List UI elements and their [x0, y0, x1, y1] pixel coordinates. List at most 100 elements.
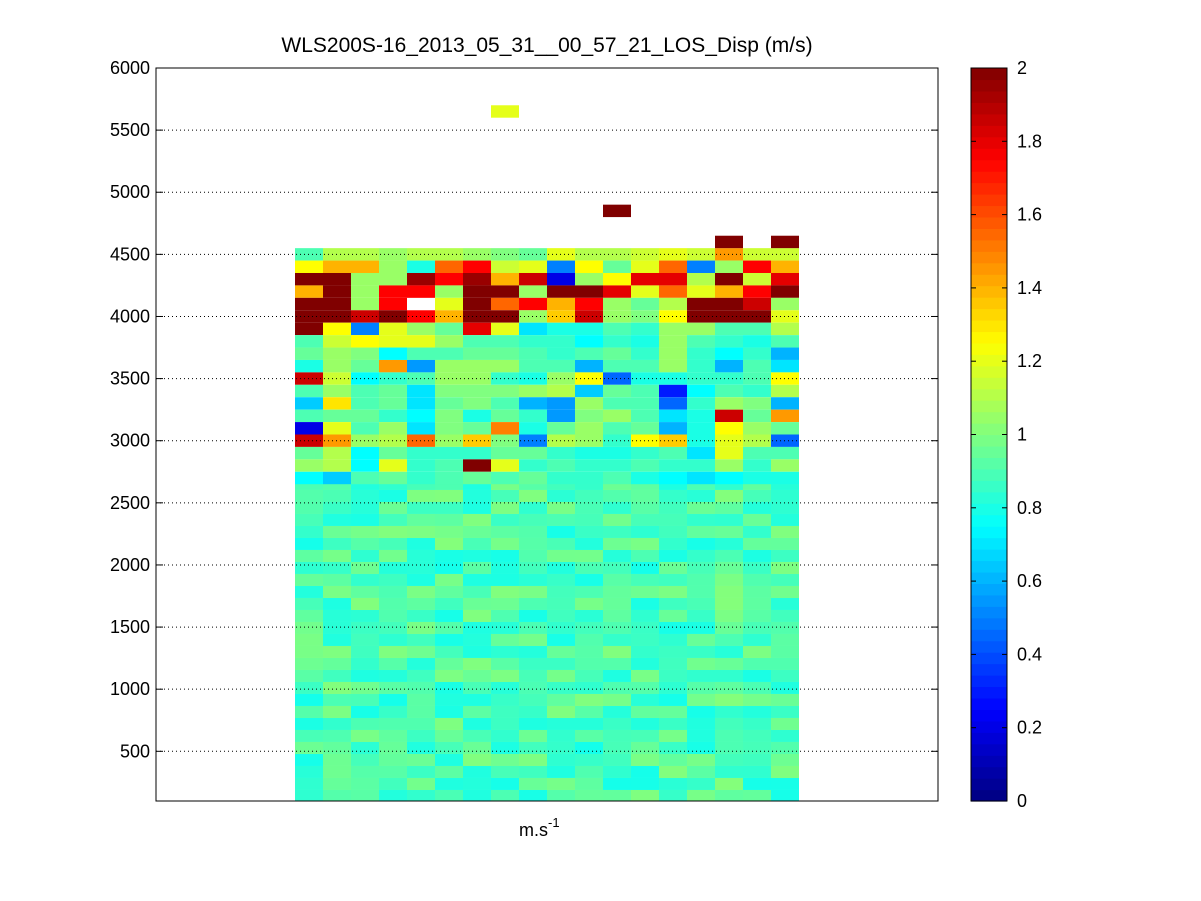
heatmap-cell [603, 789, 631, 801]
heatmap-cell [519, 384, 547, 398]
heatmap-cell [519, 585, 547, 598]
heatmap-cell [351, 669, 379, 682]
plot-area: 500 1000 1500 2000 2500 3000 3500 4000 4500 5000 5… [110, 58, 939, 802]
heatmap-cell [743, 777, 771, 790]
heatmap-cell [659, 537, 687, 550]
heatmap-cell [743, 717, 771, 730]
heatmap-cell [435, 753, 463, 766]
heatmap-cell [771, 537, 799, 550]
x-axis-label: m.s-1 [519, 815, 560, 840]
heatmap-cell [491, 645, 519, 658]
heatmap-cell [575, 322, 603, 336]
heatmap-cell [631, 471, 659, 485]
heatmap-cell [519, 285, 547, 298]
heatmap-cell [351, 260, 379, 273]
colorbar-segment [971, 68, 1007, 81]
heatmap-cell [407, 489, 435, 502]
heatmap-cell [603, 384, 631, 398]
heatmap-cell [491, 585, 519, 598]
heatmap-cell [659, 446, 687, 460]
heatmap-cell [603, 272, 631, 286]
heatmap-cell [687, 561, 715, 574]
heatmap-cell [771, 272, 799, 286]
colorbar-segment [971, 411, 1007, 424]
colorbar-segment [971, 423, 1007, 436]
colorbar-segment [971, 675, 1007, 688]
heatmap-cell-isolated [715, 235, 743, 249]
heatmap-cell [435, 260, 463, 273]
heatmap-cell [435, 597, 463, 610]
heatmap-cell [547, 609, 575, 622]
colorbar-segment [971, 594, 1007, 607]
heatmap-cell [687, 525, 715, 538]
heatmap-cell [463, 765, 491, 778]
heatmap-cell [659, 347, 687, 360]
heatmap-cell [603, 573, 631, 586]
heatmap-cell [743, 705, 771, 718]
heatmap-cell [295, 741, 323, 754]
heatmap-cell [687, 409, 715, 423]
colorbar-segment [971, 228, 1007, 241]
heatmap-cell [547, 573, 575, 586]
heatmap-cell [771, 297, 799, 311]
heatmap-cell [323, 765, 351, 778]
heatmap-cell [547, 669, 575, 682]
colorbar-segment [971, 697, 1007, 710]
heatmap-cell [631, 285, 659, 298]
heatmap-cell [771, 409, 799, 423]
heatmap-cell [295, 446, 323, 460]
heatmap-cell [631, 297, 659, 311]
heatmap-cell [631, 681, 659, 694]
heatmap-cell [519, 561, 547, 574]
heatmap-cell [547, 471, 575, 485]
heatmap-cell-isolated [603, 204, 631, 218]
heatmap-cell [743, 729, 771, 742]
heatmap-cell [715, 335, 743, 348]
heatmap-cell [379, 765, 407, 778]
heatmap-cell [491, 657, 519, 670]
heatmap-cell [575, 409, 603, 423]
heatmap-cell [379, 272, 407, 286]
heatmap-cell [407, 669, 435, 682]
heatmap-cell [631, 621, 659, 634]
heatmap-cell [575, 384, 603, 398]
heatmap-cell [407, 549, 435, 562]
heatmap-cell [631, 645, 659, 658]
heatmap-cell [407, 359, 435, 373]
heatmap-cell [407, 777, 435, 790]
heatmap-cell [715, 537, 743, 550]
heatmap-cell [743, 272, 771, 286]
heatmap-cell [463, 384, 491, 398]
heatmap-cell [379, 335, 407, 348]
heatmap-cell [771, 609, 799, 622]
colorbar-tick-label: 0.6 [1017, 571, 1042, 591]
heatmap-cell [379, 789, 407, 801]
heatmap-cell [715, 260, 743, 273]
heatmap-cell [575, 633, 603, 646]
heatmap-cell [687, 729, 715, 742]
heatmap-cell [491, 285, 519, 298]
heatmap-cell [659, 561, 687, 574]
heatmap-cell [407, 260, 435, 273]
heatmap-cell [659, 777, 687, 790]
heatmap-cell [295, 471, 323, 485]
heatmap-cell [463, 359, 491, 373]
heatmap-cell [659, 645, 687, 658]
heatmap-cell [435, 717, 463, 730]
heatmap-cell [603, 409, 631, 423]
heatmap-cell [407, 513, 435, 526]
heatmap-cell [407, 741, 435, 754]
heatmap-cell [351, 729, 379, 742]
heatmap-cell [463, 561, 491, 574]
heatmap-cell [491, 717, 519, 730]
heatmap-cell [379, 285, 407, 298]
colorbar-tick-label: 1.8 [1017, 131, 1042, 151]
heatmap-cell [323, 260, 351, 273]
heatmap-cell [295, 561, 323, 574]
heatmap-cell [631, 422, 659, 435]
heatmap-cell [603, 717, 631, 730]
heatmap-cell [603, 597, 631, 610]
heatmap-cell [491, 681, 519, 694]
colorbar-tick-label: 0.4 [1017, 644, 1042, 664]
heatmap-cell [687, 669, 715, 682]
